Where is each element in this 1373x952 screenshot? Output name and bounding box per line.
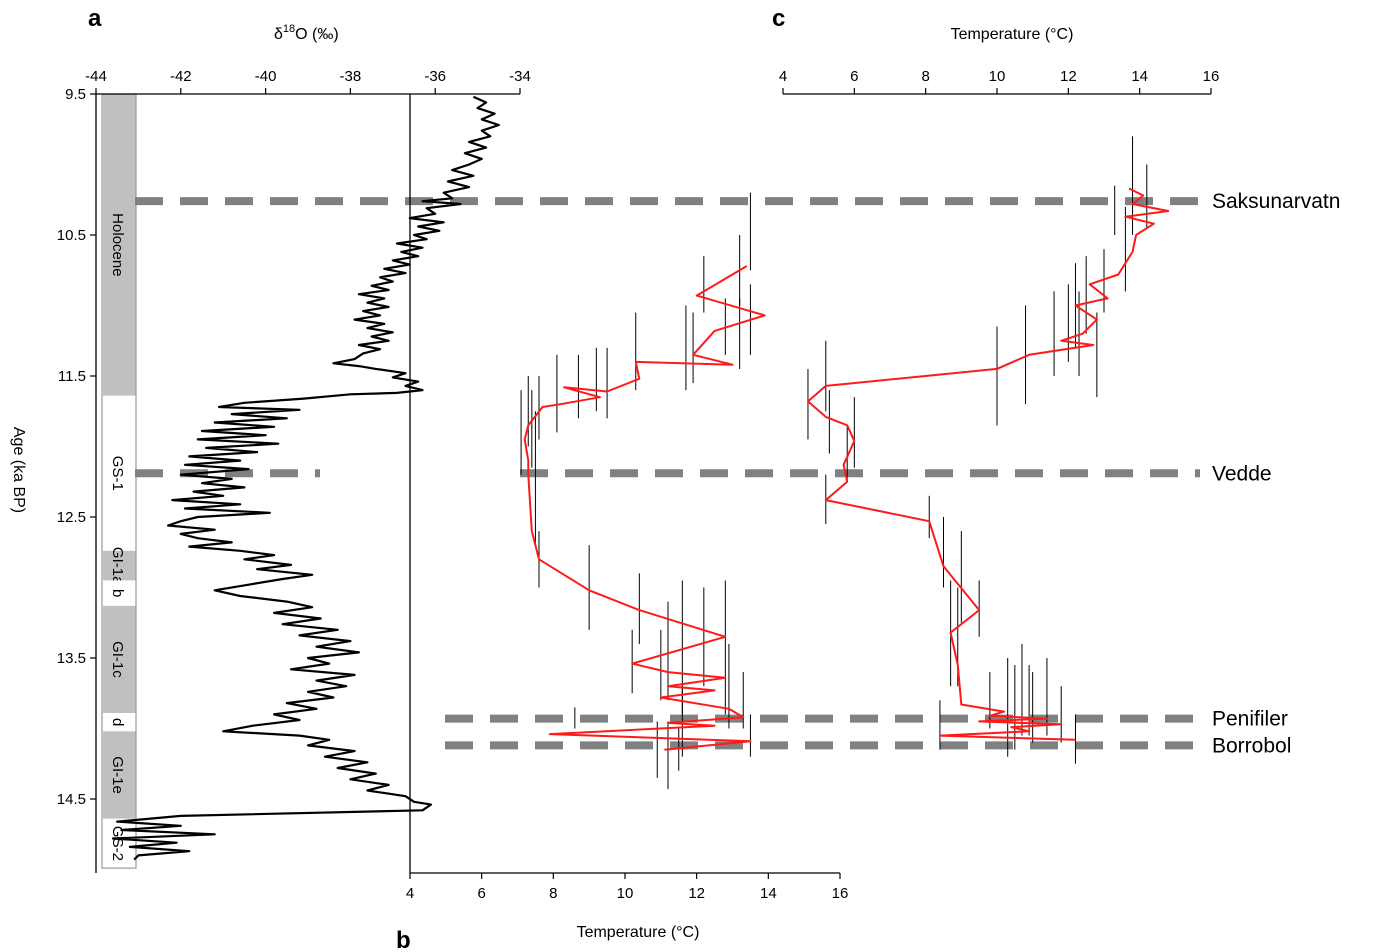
stage-band-6	[103, 731, 136, 819]
stage-band-5	[103, 712, 136, 732]
d18o-axis-title: δ18O (‰)	[274, 23, 339, 43]
temperature-series-line-c	[807, 187, 1170, 741]
y-tick-label-0: 9.5	[65, 86, 86, 103]
x-tick-label-a-1: -42	[170, 68, 192, 85]
stage-band-1	[103, 395, 136, 551]
x-tick-label-c-1: 6	[850, 68, 858, 85]
stage-band-7	[103, 818, 136, 869]
age-axis-title: Age (ka BP)	[10, 427, 27, 513]
x-tick-label-b-3: 10	[617, 885, 634, 902]
x-tick-label-a-3: -38	[340, 68, 362, 85]
y-tick-label-4: 13.5	[57, 650, 86, 667]
x-tick-label-a-0: -44	[85, 68, 107, 85]
x-tick-label-b-4: 12	[688, 885, 705, 902]
panel-c-letter: c	[772, 5, 785, 32]
stage-label-7: GS-2	[109, 826, 126, 861]
stage-label-6: GI-1e	[109, 756, 126, 794]
stage-label-2: GI-1a	[109, 547, 126, 585]
y-tick-label-3: 12.5	[57, 509, 86, 526]
y-tick-label-2: 11.5	[58, 368, 86, 385]
temperature-b-axis-title: Temperature (°C)	[577, 924, 700, 941]
tephra-label-saksunarvatn: Saksunarvatn	[1212, 190, 1340, 213]
x-tick-label-a-4: -36	[424, 68, 446, 85]
x-tick-label-c-4: 12	[1060, 68, 1077, 85]
x-tick-label-b-5: 14	[760, 885, 777, 902]
stage-label-5: d	[109, 718, 126, 726]
tephra-label-borrobol: Borrobol	[1212, 734, 1291, 757]
x-tick-label-a-5: -34	[509, 68, 531, 85]
x-tick-label-c-6: 16	[1203, 68, 1220, 85]
stage-band-2	[103, 550, 136, 581]
x-tick-label-b-0: 4	[406, 885, 414, 902]
stage-label-3: b	[109, 589, 126, 597]
stage-band-0	[103, 94, 136, 396]
tephra-label-penifiler: Penifiler	[1212, 708, 1288, 731]
temperature-series-line-b	[523, 265, 766, 751]
stage-label-0: Holocene	[109, 213, 126, 276]
x-tick-label-b-1: 6	[477, 885, 485, 902]
y-tick-label-1: 10.5	[57, 227, 86, 244]
x-tick-label-c-2: 8	[921, 68, 929, 85]
panel-a-letter: a	[88, 5, 102, 32]
x-tick-label-c-0: 4	[779, 68, 787, 85]
panel-b-letter: b	[396, 927, 411, 952]
x-tick-label-b-6: 16	[832, 885, 849, 902]
stage-label-1: GS-1	[109, 456, 126, 491]
stage-band-4	[103, 605, 136, 713]
x-tick-label-c-3: 10	[989, 68, 1006, 85]
y-tick-label-5: 14.5	[57, 791, 86, 808]
x-tick-label-a-2: -40	[255, 68, 277, 85]
stage-band-3	[103, 580, 136, 606]
temperature-c-axis-title: Temperature (°C)	[951, 26, 1074, 43]
x-tick-label-c-5: 14	[1131, 68, 1148, 85]
x-tick-label-b-2: 8	[549, 885, 557, 902]
stage-label-4: GI-1c	[109, 641, 126, 678]
d18o-series-line	[111, 95, 500, 861]
tephra-label-vedde: Vedde	[1212, 462, 1272, 485]
